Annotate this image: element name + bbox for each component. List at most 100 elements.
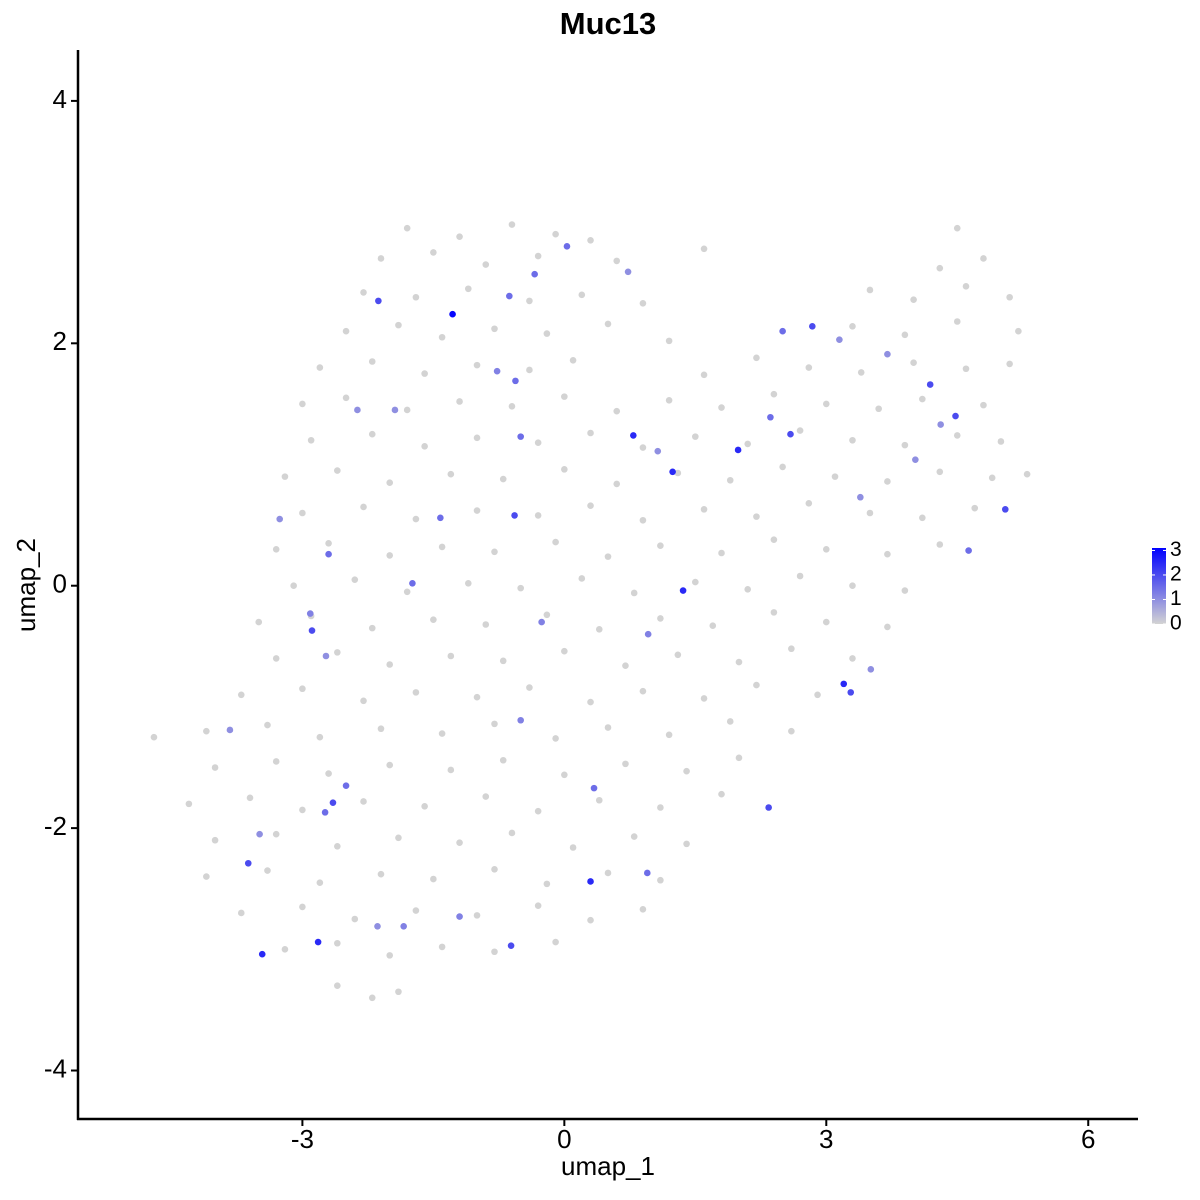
point — [770, 609, 778, 616]
point — [351, 576, 359, 583]
point — [447, 766, 455, 774]
point — [657, 804, 664, 811]
point — [473, 434, 481, 442]
point — [517, 716, 524, 724]
y-tick-label: -2 — [44, 811, 67, 841]
point — [718, 404, 725, 411]
point — [901, 331, 909, 339]
point — [831, 473, 839, 480]
point — [613, 257, 621, 265]
point — [517, 433, 524, 440]
point — [744, 440, 752, 448]
point — [316, 364, 324, 371]
point — [952, 412, 959, 420]
point — [590, 784, 598, 792]
point — [805, 364, 813, 371]
point — [491, 866, 498, 873]
x-tick-label: -3 — [291, 1124, 314, 1154]
point — [867, 666, 875, 673]
point — [538, 618, 545, 626]
point — [531, 270, 538, 278]
point — [822, 618, 830, 626]
point — [997, 438, 1005, 445]
point — [447, 652, 455, 660]
point — [456, 233, 463, 240]
y-tick-label: 4 — [53, 84, 67, 114]
point — [866, 509, 874, 517]
point — [150, 733, 158, 741]
x-tick-label: 0 — [557, 1124, 571, 1154]
point — [561, 771, 568, 779]
point — [630, 432, 637, 439]
point — [643, 869, 651, 877]
colorbar-tick-label: 1 — [1170, 587, 1182, 610]
point — [779, 327, 786, 335]
point — [281, 473, 289, 480]
point — [412, 907, 420, 914]
point — [421, 443, 428, 450]
point — [438, 543, 446, 551]
point — [360, 503, 367, 511]
point — [700, 371, 708, 379]
x-axis-label: umap_1 — [561, 1151, 655, 1181]
point — [587, 236, 594, 244]
point — [374, 922, 381, 930]
point — [561, 647, 568, 655]
point — [1015, 327, 1022, 335]
point — [334, 842, 341, 850]
point — [683, 840, 690, 848]
point — [765, 804, 772, 811]
point — [334, 982, 341, 989]
point — [395, 834, 402, 842]
point — [1006, 360, 1013, 368]
point — [203, 727, 210, 735]
point — [1023, 470, 1031, 478]
point — [552, 938, 559, 946]
point — [988, 474, 996, 482]
point — [421, 802, 428, 810]
point — [965, 547, 972, 554]
point — [438, 730, 446, 737]
point — [299, 806, 306, 814]
point — [796, 572, 804, 580]
x-tick-label: 6 — [1081, 1124, 1095, 1154]
point — [657, 876, 664, 884]
point — [543, 880, 551, 888]
point — [316, 733, 324, 741]
point — [753, 681, 760, 689]
point — [1001, 506, 1009, 513]
point — [473, 507, 481, 514]
point — [901, 441, 909, 449]
point — [437, 514, 444, 522]
point — [412, 515, 420, 523]
point — [543, 330, 551, 337]
point — [430, 875, 437, 883]
point — [604, 869, 612, 877]
point — [360, 798, 367, 805]
point — [700, 506, 708, 513]
point — [203, 873, 210, 880]
point — [936, 264, 944, 272]
point — [314, 938, 322, 946]
y-tick-label: 0 — [53, 569, 67, 599]
point — [953, 318, 961, 325]
point — [849, 436, 856, 444]
point — [246, 794, 254, 802]
point — [912, 456, 919, 463]
point — [368, 994, 376, 1002]
point — [430, 249, 437, 256]
point — [718, 549, 725, 557]
point — [595, 796, 603, 804]
point — [735, 754, 743, 762]
point — [456, 839, 463, 846]
point — [499, 657, 507, 665]
point — [639, 300, 647, 307]
point — [491, 720, 498, 728]
point — [1006, 293, 1013, 301]
point — [630, 833, 638, 840]
point — [534, 439, 542, 446]
point — [857, 369, 865, 376]
point — [403, 588, 411, 596]
point — [630, 589, 638, 597]
point — [849, 582, 856, 590]
